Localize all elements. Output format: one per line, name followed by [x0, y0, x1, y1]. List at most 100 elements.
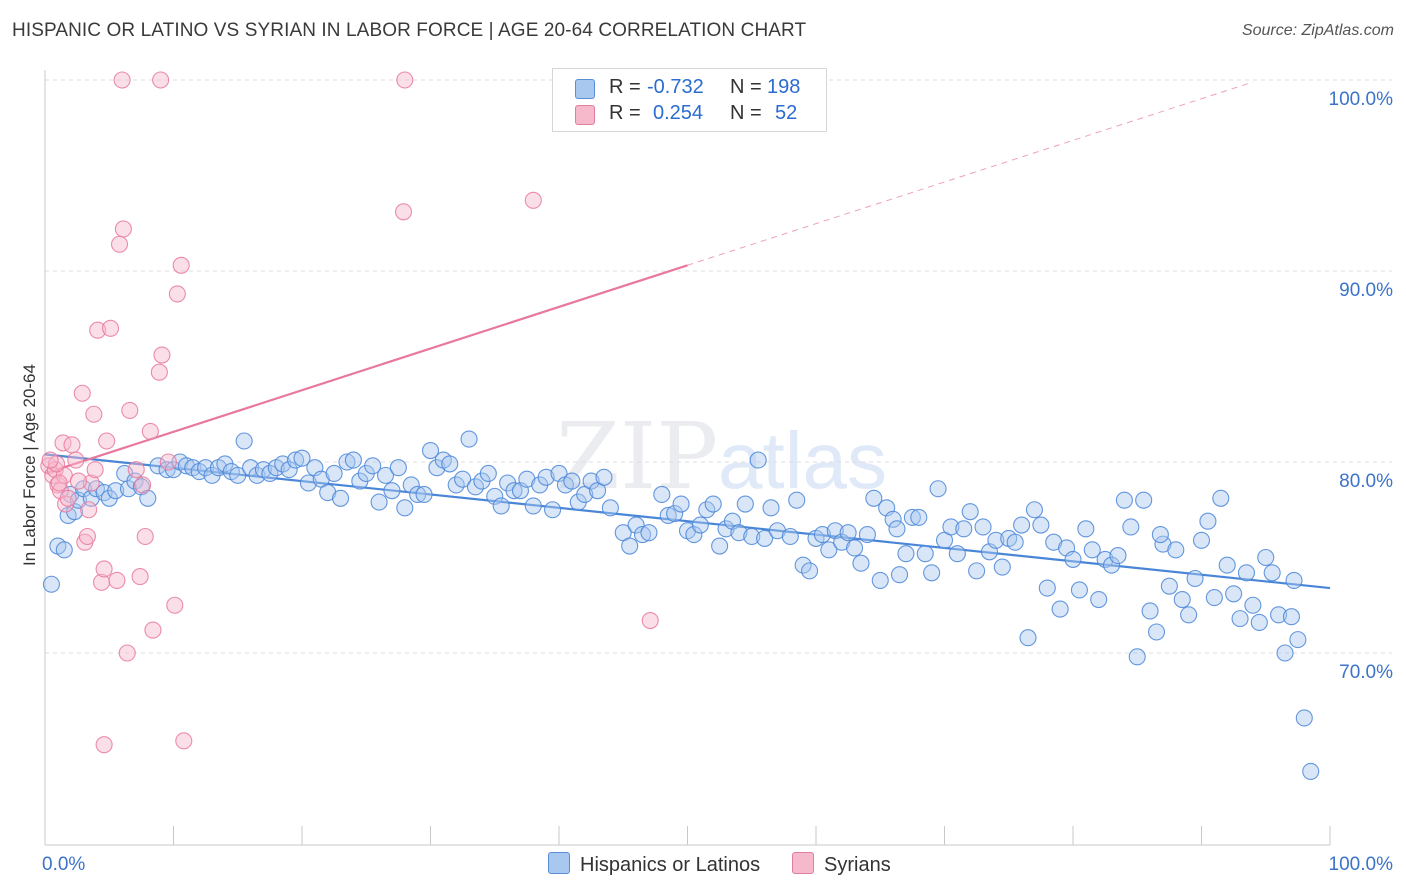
watermark-zip: ZIP: [556, 403, 718, 510]
point-syrian: [150, 363, 168, 381]
point-hispanic: [666, 505, 684, 523]
legend-swatch-hispanics: [548, 852, 570, 874]
point-hispanic: [1090, 590, 1108, 609]
point-syrian: [110, 235, 129, 253]
point-hispanic: [865, 489, 883, 507]
point-hispanic: [235, 432, 253, 450]
point-hispanic: [1070, 581, 1088, 599]
point-syrian: [67, 451, 85, 469]
point-hispanic: [1135, 491, 1153, 509]
point-hispanic: [1295, 709, 1313, 727]
point-hispanic: [1180, 606, 1198, 624]
point-hispanic: [1160, 577, 1178, 595]
point-syrian: [134, 476, 152, 494]
point-hispanic: [1025, 501, 1043, 519]
point-hispanic: [364, 457, 382, 475]
point-hispanic: [1257, 548, 1275, 567]
point-hispanic: [460, 430, 478, 448]
point-hispanic: [961, 503, 979, 521]
point-hispanic: [402, 476, 420, 494]
point-syrian: [78, 527, 96, 546]
point-hispanic: [1147, 623, 1166, 641]
point-hispanic: [1038, 579, 1056, 597]
point-hispanic: [1128, 648, 1146, 666]
point-syrian: [82, 474, 100, 492]
point-hispanic: [1302, 762, 1320, 780]
point-syrian: [80, 501, 98, 519]
point-hispanic: [505, 482, 523, 500]
point-hispanic: [486, 487, 504, 505]
legend-r-label: R =: [609, 76, 641, 98]
point-hispanic: [415, 485, 433, 504]
y-tick-label: 70.0%: [1339, 662, 1393, 683]
watermark-atlas: atlas: [718, 416, 887, 505]
point-syrian: [95, 736, 113, 754]
point-hispanic: [454, 470, 472, 488]
point-hispanic: [858, 526, 876, 544]
point-syrian: [41, 451, 59, 469]
point-hispanic: [1109, 547, 1127, 565]
point-hispanic: [852, 554, 870, 572]
point-hispanic: [923, 564, 941, 582]
point-hispanic: [1013, 516, 1031, 534]
point-hispanic: [897, 545, 915, 563]
point-syrian: [101, 319, 120, 337]
legend-r-label: R =: [609, 102, 641, 124]
point-hispanic: [248, 466, 266, 484]
point-hispanic: [409, 485, 427, 504]
point-hispanic: [993, 558, 1011, 576]
legend-r-value: 0.254: [653, 102, 704, 124]
point-hispanic: [1289, 631, 1307, 649]
point-hispanic: [633, 526, 652, 544]
point-hispanic: [229, 466, 247, 484]
data-points: [40, 71, 1320, 780]
point-hispanic: [1064, 550, 1082, 568]
y-tick-label: 100.0%: [1329, 89, 1394, 110]
point-hispanic: [736, 495, 754, 513]
point-hispanic: [1077, 520, 1095, 538]
point-syrian: [141, 422, 159, 440]
point-syrian: [136, 527, 154, 546]
point-hispanic: [659, 506, 677, 525]
trend-lines: [44, 81, 1331, 590]
point-hispanic: [1263, 564, 1281, 582]
point-hispanic: [955, 520, 973, 538]
point-hispanic: [1006, 533, 1024, 551]
point-hispanic: [287, 451, 305, 469]
point-hispanic: [871, 571, 889, 589]
legend-n-label: N =: [730, 102, 762, 124]
point-hispanic: [910, 508, 928, 526]
point-hispanic: [1237, 564, 1256, 582]
point-syrian: [50, 474, 68, 492]
legend-swatch-syrians: [792, 852, 814, 874]
point-hispanic: [640, 524, 658, 542]
point-syrian: [172, 256, 190, 274]
point-hispanic: [903, 508, 921, 526]
point-hispanic: [344, 451, 362, 469]
legend-label-hispanics: Hispanics or Latinos: [580, 854, 761, 876]
point-syrian: [114, 220, 132, 238]
legend-swatch-blue: [575, 79, 595, 99]
point-hispanic: [42, 575, 60, 593]
point-hispanic: [383, 482, 401, 500]
point-syrian: [121, 401, 139, 419]
point-hispanic: [801, 562, 819, 580]
y-tick-label: 80.0%: [1339, 471, 1393, 492]
point-hispanic: [1151, 526, 1169, 544]
point-hispanic: [762, 499, 780, 517]
watermark: ZIP atlas: [556, 403, 887, 510]
point-hispanic: [974, 518, 992, 536]
point-hispanic: [672, 495, 690, 513]
point-hispanic: [704, 495, 722, 513]
legend-item-hispanics: Hispanics or Latinos: [548, 852, 760, 877]
point-hispanic: [627, 516, 645, 534]
point-syrian: [63, 436, 81, 454]
point-hispanic: [884, 510, 902, 528]
point-syrian: [86, 461, 104, 479]
point-hispanic: [788, 491, 806, 509]
point-hispanic: [756, 529, 774, 547]
point-hispanic: [1212, 489, 1230, 507]
point-syrian: [153, 346, 171, 364]
point-hispanic: [1244, 596, 1262, 614]
point-hispanic: [447, 476, 465, 494]
